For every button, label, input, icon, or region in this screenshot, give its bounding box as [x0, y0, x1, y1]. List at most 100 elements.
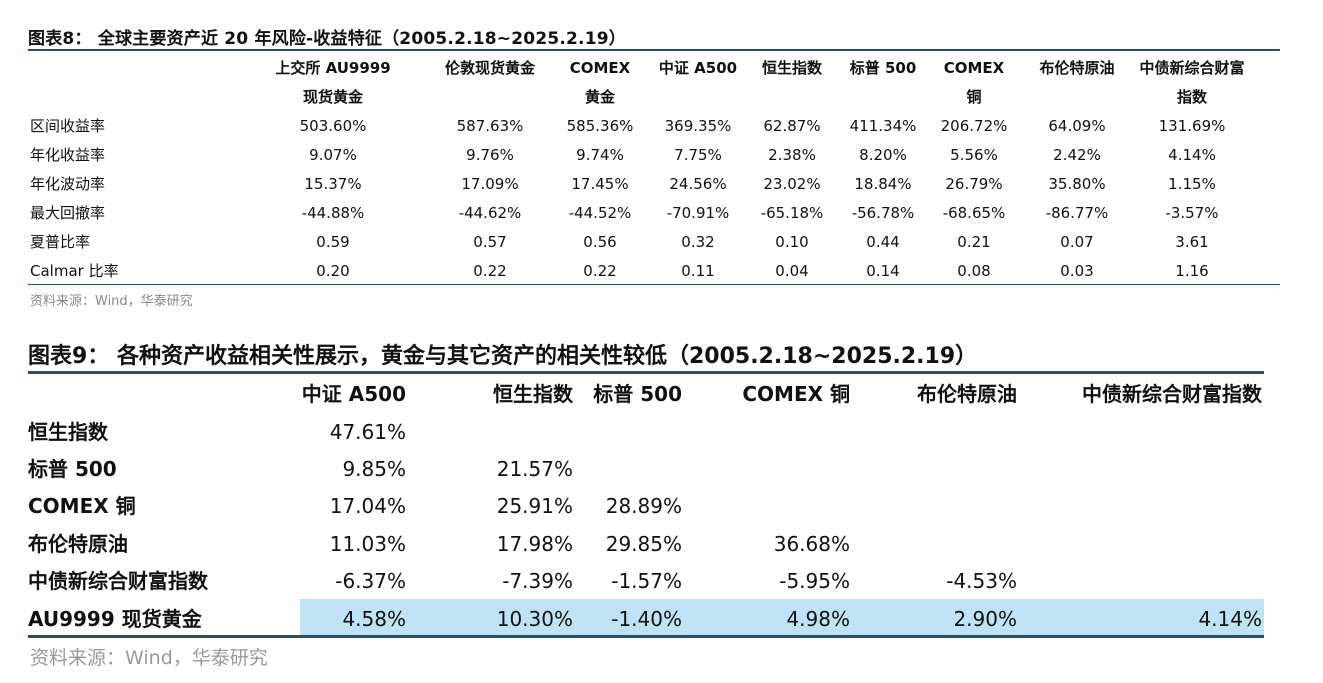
- table9-col-header: 中债新综合财富指数: [1082, 382, 1262, 406]
- table8-col-header: COMEX: [943, 59, 1005, 77]
- table8-col-header: 指数: [1176, 88, 1207, 106]
- table8-cell: 9.76%: [466, 146, 514, 164]
- table8-cell: 0.11: [681, 262, 715, 280]
- table9-col-header: 中证 A500: [301, 382, 406, 406]
- table8-cell: 0.14: [866, 262, 900, 280]
- table8-cell: 587.63%: [456, 117, 524, 135]
- table8-cell: 2.42%: [1053, 146, 1101, 164]
- table8-col-header: 黄金: [584, 88, 615, 106]
- table9-cell: 11.03%: [329, 532, 406, 556]
- table8-cell: 18.84%: [854, 175, 912, 193]
- table9-row-label: 标普 500: [28, 457, 117, 481]
- table8-cell: 26.79%: [945, 175, 1003, 193]
- table9-row-label: 中债新综合财富指数: [28, 569, 208, 593]
- table9-cell: -1.57%: [611, 569, 682, 593]
- table8-cell: -68.65%: [942, 204, 1006, 222]
- table8-col-header: 上交所 AU9999: [275, 59, 391, 77]
- table9-cell: -4.53%: [946, 569, 1017, 593]
- table8-cell: 0.07: [1060, 233, 1094, 251]
- table9-cell: 17.98%: [496, 532, 573, 556]
- table8-cell: 8.20%: [859, 146, 907, 164]
- table8-cell: 1.16: [1175, 262, 1209, 280]
- table8-cell: 2.38%: [768, 146, 816, 164]
- table8-source: 资料来源：Wind，华泰研究: [30, 294, 193, 309]
- table8-cell: 0.03: [1060, 262, 1094, 280]
- table9-cell: 9.85%: [342, 457, 406, 481]
- table8-cell: -56.78%: [851, 204, 915, 222]
- table9-row-label: 恒生指数: [28, 420, 108, 444]
- table8-cell: 9.07%: [309, 146, 357, 164]
- table9-col-header: 标普 500: [593, 382, 682, 406]
- table8-cell: 0.21: [957, 233, 991, 251]
- table8-row-label: 夏普比率: [30, 233, 91, 251]
- table8-cell: -3.57%: [1165, 204, 1219, 222]
- table8-cell: 206.72%: [940, 117, 1008, 135]
- table8-bottom-rule: [28, 284, 1280, 285]
- table8-row-label: 区间收益率: [30, 117, 106, 135]
- table9-cell: 2.90%: [953, 607, 1017, 631]
- table9-top-rule: [28, 371, 1264, 374]
- table8-col-header: 伦敦现货黄金: [444, 59, 535, 77]
- table9-col-header: 恒生指数: [493, 382, 573, 406]
- table8-cell: 23.02%: [763, 175, 821, 193]
- table8-cell: 0.20: [316, 262, 350, 280]
- table8-col-header: 布伦特原油: [1039, 59, 1115, 77]
- table9-bottom-rule: [28, 635, 1264, 638]
- table8-cell: 17.09%: [461, 175, 519, 193]
- table8-cell: 9.74%: [576, 146, 624, 164]
- table9-cell: 36.68%: [773, 532, 850, 556]
- table8-col-header: 标普 500: [849, 59, 917, 77]
- table9-row-label: 布伦特原油: [28, 532, 128, 556]
- table8-cell: 131.69%: [1158, 117, 1226, 135]
- table9-cell: 29.85%: [605, 532, 682, 556]
- table8-col-header: 恒生指数: [761, 59, 822, 77]
- table8-cell: 411.34%: [849, 117, 917, 135]
- table9-col-header: 布伦特原油: [917, 382, 1017, 406]
- table9-cell: 47.61%: [329, 420, 406, 444]
- table8-col-header: 中证 A500: [658, 59, 738, 77]
- table9-row-label: AU9999 现货黄金: [28, 607, 202, 631]
- table8-col-header: 现货黄金: [302, 88, 363, 106]
- table8-col-header: 中债新综合财富: [1139, 59, 1245, 77]
- table8-row-label: Calmar 比率: [30, 262, 119, 280]
- table8-cell: 0.32: [681, 233, 715, 251]
- table8-cell: 0.08: [957, 262, 991, 280]
- table9-cell: -7.39%: [502, 569, 573, 593]
- table9-row-label: COMEX 铜: [28, 494, 136, 518]
- table8-cell: 0.22: [583, 262, 617, 280]
- table9-cell: 25.91%: [496, 494, 573, 518]
- table8-title: 图表8： 全球主要资产近 20 年风险-收益特征（2005.2.18~2025.…: [28, 29, 626, 49]
- table9-cell: 4.14%: [1198, 607, 1262, 631]
- table8-cell: 35.80%: [1048, 175, 1106, 193]
- table8-cell: 17.45%: [571, 175, 629, 193]
- table9-cell: -6.37%: [335, 569, 406, 593]
- table8-cell: 0.57: [473, 233, 507, 251]
- table8-cell: 24.56%: [669, 175, 727, 193]
- table8-row-label: 年化波动率: [30, 175, 106, 193]
- table8-cell: -44.88%: [301, 204, 365, 222]
- table8-cell: 503.60%: [299, 117, 367, 135]
- table8-cell: -65.18%: [760, 204, 824, 222]
- table9-source: 资料来源：Wind，华泰研究: [30, 647, 268, 669]
- table8-col-header: COMEX: [569, 59, 631, 77]
- table8-cell: 0.44: [866, 233, 900, 251]
- table9-cell: 4.98%: [786, 607, 850, 631]
- table8-cell: 4.14%: [1168, 146, 1216, 164]
- table8-cell: -86.77%: [1045, 204, 1109, 222]
- table8-cell: 1.15%: [1168, 175, 1216, 193]
- table8-cell: -44.52%: [568, 204, 632, 222]
- table8-cell: 5.56%: [950, 146, 998, 164]
- table8-cell: 7.75%: [674, 146, 722, 164]
- table8-row-label: 最大回撤率: [30, 204, 106, 222]
- table8-cell: 0.22: [473, 262, 507, 280]
- table8-cell: 0.04: [775, 262, 809, 280]
- table8-cell: 585.36%: [566, 117, 634, 135]
- table8-cell: 0.10: [775, 233, 809, 251]
- table8-cell: -70.91%: [666, 204, 730, 222]
- table8-col-header: 铜: [966, 88, 982, 106]
- table9-cell: 4.58%: [342, 607, 406, 631]
- table8-cell: 0.59: [316, 233, 350, 251]
- table8-cell: 64.09%: [1048, 117, 1106, 135]
- table8-cell: 369.35%: [664, 117, 732, 135]
- table8-cell: 3.61: [1175, 233, 1209, 251]
